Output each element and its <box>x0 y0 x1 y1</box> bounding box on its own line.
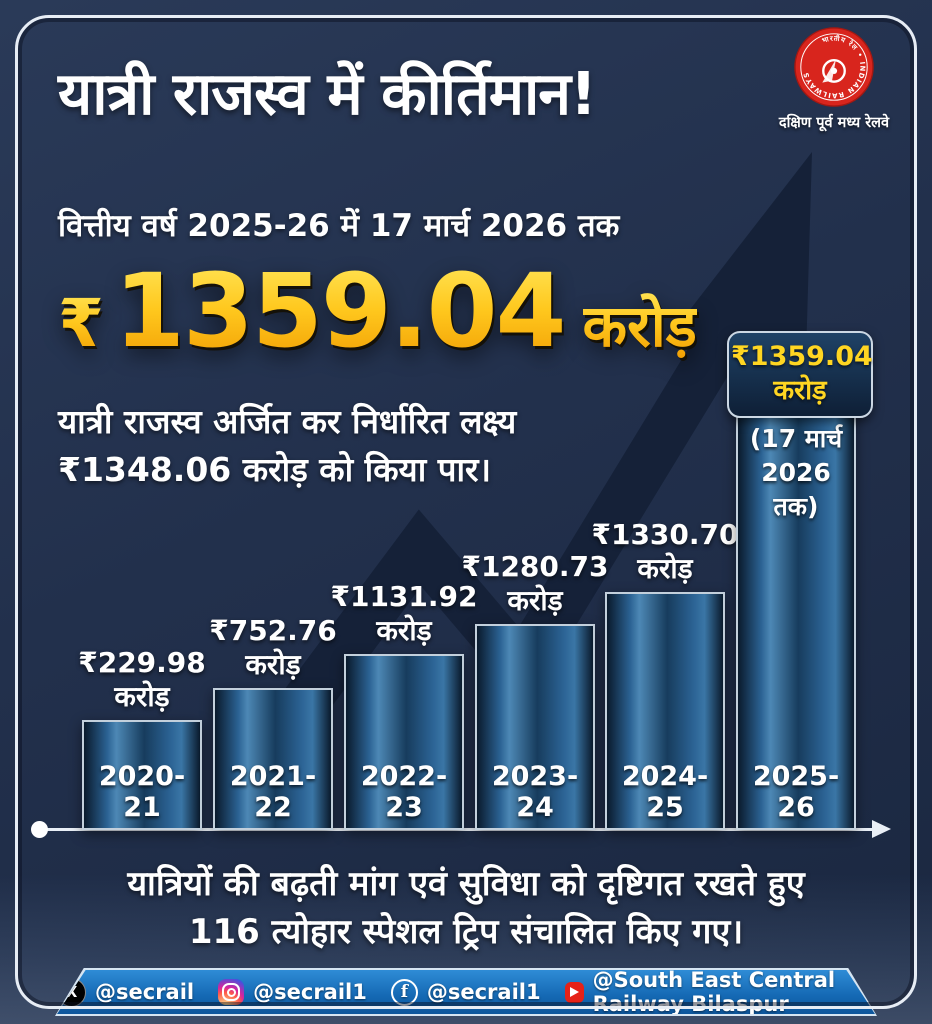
target-description-line2: ₹1348.06 करोड़ को किया पार। <box>58 449 492 489</box>
railway-logo-block: भारतीय रेल • INDIAN RAILWAYS दक्षिण पूर्… <box>754 26 914 132</box>
social-instagram: @secrail1 <box>218 979 367 1005</box>
target-description-line1: यात्री राजस्व अर्जित कर निर्धारित लक्ष्य <box>58 402 517 441</box>
bar-value-label: ₹1131.92 करोड़ <box>330 579 478 647</box>
callout-unit: करोड़ <box>773 374 827 406</box>
social-handle: @secrail1 <box>253 980 367 1004</box>
x-axis-arrow-icon <box>872 820 891 838</box>
page-title: यात्री राजस्व में कीर्तिमान! <box>58 59 597 128</box>
social-handle: @South East Central Railway Bilaspur <box>592 968 836 1016</box>
social-x: @secrail <box>57 977 195 1007</box>
bar-2023-24: 2023-24 <box>475 624 595 830</box>
bar-category-label: 2020-21 <box>98 761 186 823</box>
bar-2020-21: 2020-21 <box>82 720 202 830</box>
headline-amount: ₹ 1359.04 करोड़ <box>58 252 697 371</box>
bar-value-label: ₹1330.70 करोड़ <box>591 517 739 585</box>
bar-2022-23: 2022-23 <box>344 654 464 830</box>
callout-amount: ₹1359.04 <box>731 341 873 372</box>
footnote-line1: यात्रियों की बढ़ती मांग एवं सुविधा को दृ… <box>127 864 805 904</box>
social-handle: @secrail <box>95 980 195 1004</box>
bar-value-label: ₹752.76 करोड़ <box>209 613 337 681</box>
fiscal-period-line: वित्तीय वर्ष 2025-26 में 17 मार्च 2026 त… <box>58 208 620 244</box>
instagram-icon <box>218 979 245 1005</box>
x-axis-origin-dot <box>31 821 48 838</box>
bar-value-label: ₹1280.73 करोड़ <box>461 549 609 617</box>
social-handle: @secrail1 <box>426 980 541 1004</box>
headline-amount-value: 1359.04 <box>113 252 567 371</box>
social-youtube: @South East Central Railway Bilaspur <box>564 968 875 1016</box>
footnote-line2: 116 त्योहार स्पेशल ट्रिप संचालित किए गए। <box>188 912 744 953</box>
bar-value-label: ₹229.98 करोड़ <box>78 645 206 713</box>
bar-note: (17 मार्च 2026 तक) <box>749 424 843 521</box>
bar-2024-25: 2024-25 <box>605 592 725 830</box>
youtube-icon <box>564 981 584 1003</box>
bar-2021-22: 2021-22 <box>213 688 333 830</box>
bar-category-label: 2025-26 <box>752 761 840 823</box>
bar-2025-26: 2025-26 (17 मार्च 2026 तक) <box>736 408 856 830</box>
bar-category-label: 2023-24 <box>491 761 579 823</box>
facebook-icon <box>390 978 418 1006</box>
railway-zone-name: दक्षिण पूर्व मध्य रेलवे <box>778 115 890 131</box>
special-trips-footnote: यात्रियों की बढ़ती मांग एवं सुविधा को दृ… <box>0 860 932 957</box>
social-facebook: @secrail1 <box>390 978 541 1006</box>
headline-amount-unit: करोड़ <box>583 284 697 363</box>
footer-social-bar: @secrail @secrail1 @secrail1 @South East Ce… <box>55 968 877 1016</box>
latest-value-callout: ₹1359.04 करोड़ <box>727 331 873 418</box>
rupee-symbol: ₹ <box>58 285 104 362</box>
footer-social-list: @secrail @secrail1 @secrail1 @South East Ce… <box>57 970 875 1014</box>
target-description: यात्री राजस्व अर्जित कर निर्धारित लक्ष्य… <box>58 398 516 494</box>
bar-category-label: 2022-23 <box>360 761 448 823</box>
indian-railways-logo-icon: भारतीय रेल • INDIAN RAILWAYS <box>794 27 874 107</box>
bar-category-label: 2021-22 <box>229 761 317 823</box>
bar-category-label: 2024-25 <box>621 761 709 823</box>
